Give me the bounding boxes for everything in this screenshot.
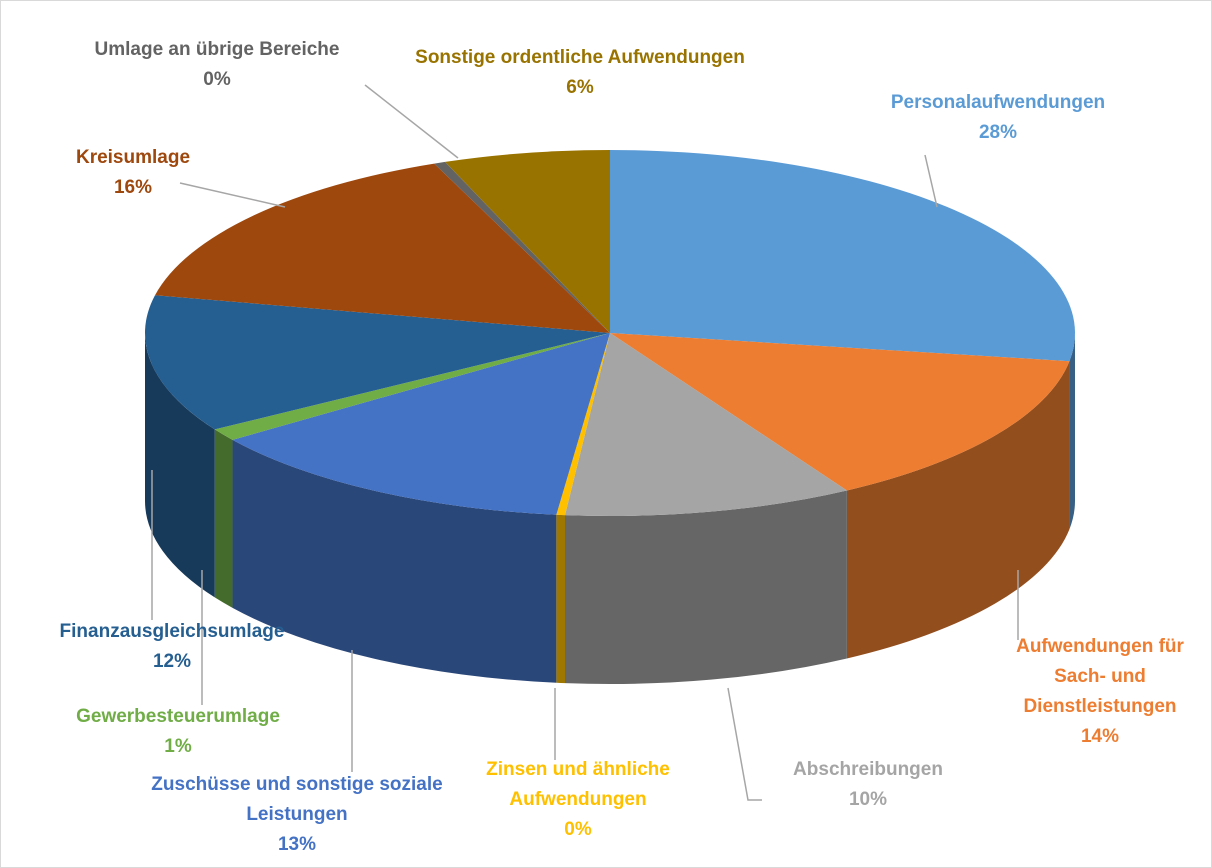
- pie-slice: [214, 333, 610, 440]
- pie-slice: [434, 161, 610, 333]
- label-name: Kreisumlage: [75, 147, 191, 168]
- label-name: Sonstige ordentliche Aufwendungen: [415, 47, 745, 68]
- leader-line: [727, 687, 762, 801]
- data-label: Kreisumlage 16%: [33, 143, 233, 203]
- label-value: 14%: [1080, 726, 1120, 747]
- data-label: Zinsen und ähnliche Aufwendungen 0%: [453, 755, 703, 845]
- label-value: 12%: [152, 651, 192, 672]
- data-label: Sonstige ordentliche Aufwendungen 6%: [370, 43, 790, 103]
- pie-slice: [232, 333, 610, 515]
- label-value: 16%: [113, 177, 153, 198]
- pie-side: [556, 514, 566, 684]
- pie-slice: [565, 333, 847, 516]
- label-value: 10%: [848, 789, 888, 810]
- data-label: Abschreibungen 10%: [748, 755, 988, 815]
- label-name: Abschreibungen: [793, 759, 943, 780]
- data-label: Umlage an übrige Bereiche 0%: [57, 35, 377, 95]
- pie-slice: [155, 163, 611, 333]
- label-value: 6%: [566, 77, 594, 98]
- leader-line: [179, 182, 286, 208]
- pie-slice: [556, 333, 610, 516]
- label-name: Personalaufwendungen: [890, 92, 1106, 113]
- label-value: 1%: [164, 736, 192, 757]
- label-value: 28%: [978, 122, 1018, 143]
- pie-side: [565, 490, 847, 684]
- data-label: Aufwendungen für Sach- und Dienstleistun…: [990, 632, 1210, 752]
- label-name: Zuschüsse und sonstige soziale Leistunge…: [151, 774, 443, 825]
- data-label: Gewerbesteuerumlage 1%: [48, 702, 308, 762]
- pie-side: [846, 361, 1070, 659]
- data-label: Personalaufwendungen 28%: [848, 88, 1148, 148]
- label-value: 0%: [564, 819, 592, 840]
- pie-slice: [610, 150, 1075, 362]
- label-name: Gewerbesteuerumlage: [76, 706, 280, 727]
- pie-side: [1069, 333, 1075, 530]
- pie-slice: [145, 295, 610, 430]
- pie-slice: [610, 333, 1070, 491]
- label-name: Zinsen und ähnliche Aufwendungen: [486, 759, 670, 810]
- data-label: Zuschüsse und sonstige soziale Leistunge…: [117, 770, 477, 860]
- label-name: Aufwendungen für Sach- und Dienstleistun…: [1016, 636, 1184, 717]
- pie-side: [145, 333, 215, 598]
- label-name: Finanzausgleichsumlage: [59, 621, 285, 642]
- pie-side: [214, 429, 233, 608]
- label-value: 0%: [203, 69, 231, 90]
- pie-slice: [445, 150, 610, 333]
- label-name: Umlage an übrige Bereiche: [94, 39, 340, 60]
- leader-line: [924, 154, 938, 208]
- label-value: 13%: [277, 834, 317, 855]
- pie-side: [232, 439, 557, 683]
- leader-line: [364, 84, 459, 159]
- data-label: Finanzausgleichsumlage 12%: [32, 617, 312, 677]
